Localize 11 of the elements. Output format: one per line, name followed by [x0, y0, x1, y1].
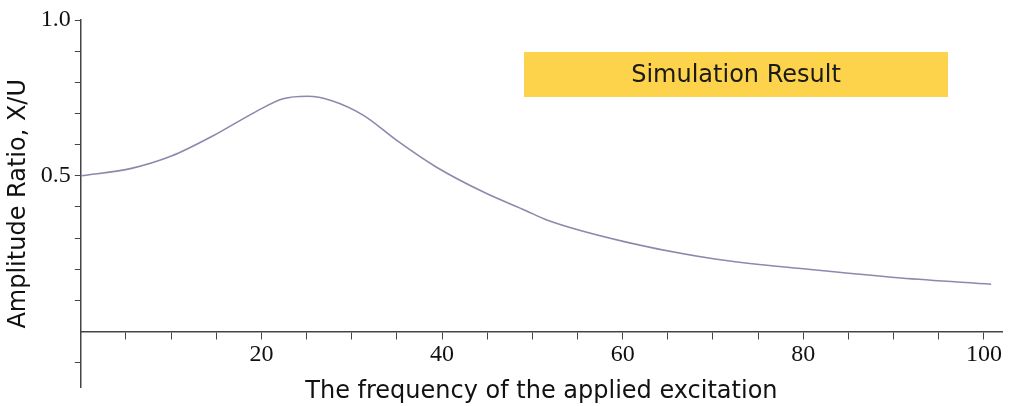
- x-tick-label: 100: [965, 340, 1002, 367]
- x-tick-label: 20: [249, 340, 274, 367]
- x-tick-label: 60: [610, 340, 635, 367]
- y-tick-label: 1.0: [40, 5, 71, 32]
- x-tick-label: 40: [430, 340, 455, 367]
- y-tick-label: 0.5: [40, 161, 71, 188]
- line-series: [80, 95, 992, 285]
- x-tick-label: 80: [791, 340, 816, 367]
- x-axis-title: The frequency of the applied excitation: [304, 375, 778, 404]
- label-box: Simulation Result: [524, 52, 948, 97]
- y-axis-title: Amplitude Ratio, X/U: [2, 79, 31, 329]
